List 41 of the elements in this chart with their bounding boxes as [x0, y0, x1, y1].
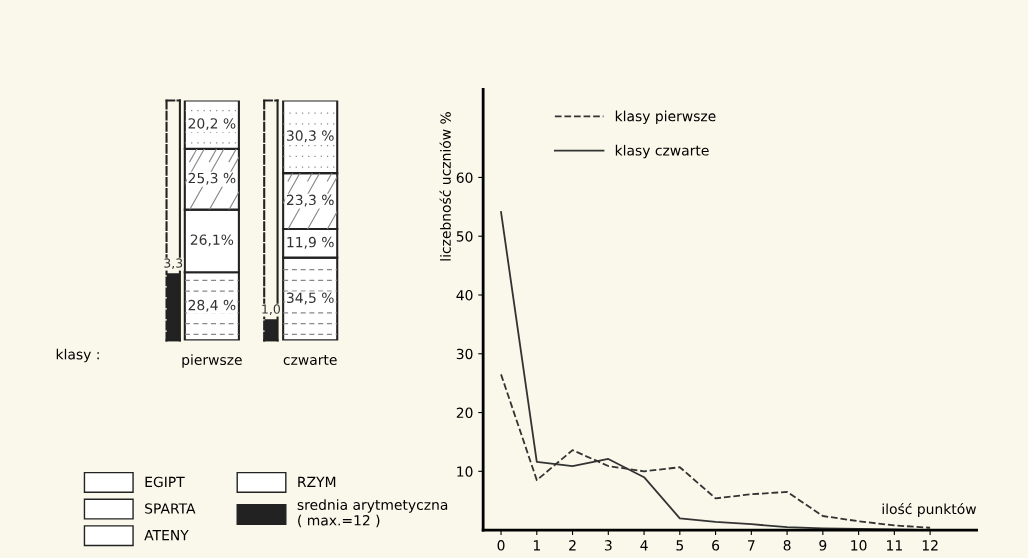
data-label: 34,5 % [286, 292, 334, 305]
data-label: 11,9 % [287, 236, 334, 249]
data-label: 25,3 % [188, 172, 236, 185]
x-tick-label: 9 [819, 540, 827, 551]
legend-label: klasy pierwsze [615, 110, 716, 125]
y-tick-label: 20 [456, 407, 473, 419]
y-tick-label: 60 [456, 172, 473, 183]
x-tick-label: 1 [533, 540, 540, 551]
x-axis-title: ilość punktów [882, 502, 977, 517]
x-tick-label: 2 [569, 540, 576, 551]
x-tick-label: 4 [640, 540, 648, 551]
x-tick-label: 8 [783, 540, 791, 551]
legend-label: EGIPT [145, 476, 185, 488]
legend-label: RZYM [298, 476, 336, 487]
x-tick-label: 11 [887, 540, 902, 551]
legend-label: SPARTA [145, 503, 196, 514]
x-tick-label: 0 [497, 540, 505, 551]
y-tick-label: 30 [456, 348, 473, 360]
x-tick-label: 12 [922, 540, 938, 551]
data-label: 30,3 % [286, 130, 334, 143]
x-tick-label: 7 [748, 540, 755, 551]
data-label: 1,0 [262, 304, 280, 316]
legend-label: klasy czwarte [615, 144, 709, 159]
legend-label: ATENY [144, 530, 189, 541]
text: srednia arytmetyczna ( max.=12 ) [297, 499, 448, 528]
y-tick-label: 40 [456, 289, 473, 301]
x-tick-label: 6 [712, 540, 720, 551]
data-label: 28,4 % [188, 299, 236, 312]
x-tick-label: pierwsze [182, 354, 242, 368]
x-tick-label: czwarte [283, 355, 337, 366]
data-label: 3,3 [164, 258, 183, 270]
x-tick-label: 3 [604, 540, 612, 551]
x-tick-label: 5 [676, 540, 684, 551]
x-axis-title: klasy : [56, 348, 99, 363]
data-label: 26,1% [190, 234, 234, 247]
x-tick-label: 10 [851, 540, 867, 551]
data-label: 23,3 % [286, 194, 334, 207]
data-label: 20,2 % [188, 118, 236, 131]
y-tick-label: 50 [456, 231, 473, 242]
y-tick-label: 10 [457, 466, 473, 477]
y-axis-title: liczebność uczniów % [439, 112, 451, 261]
